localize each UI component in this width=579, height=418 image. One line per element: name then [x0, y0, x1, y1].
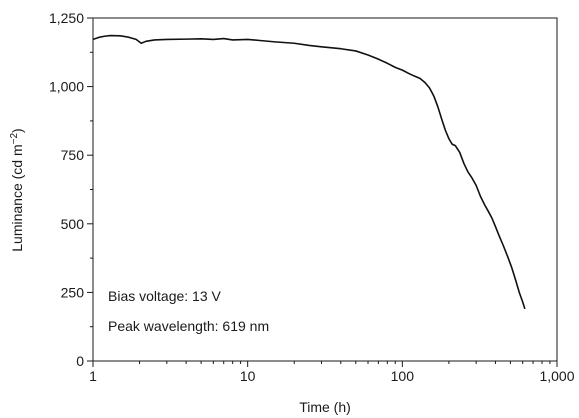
y-tick-label: 750: [61, 147, 85, 163]
x-axis-ticks: 1 10 100 1,000: [89, 361, 575, 384]
plot-frame: [92, 17, 558, 362]
annotation-peak-wavelength: Peak wavelength: 619 nm: [108, 318, 269, 334]
y-tick-label: 1,000: [49, 79, 84, 95]
y-axis-ticks: 0 250 500 750 1,000 1,250: [49, 10, 93, 369]
x-tick-label: 100: [391, 368, 415, 384]
luminance-series-line: [92, 34, 526, 310]
y-axis-label-main: Luminance (cd m: [9, 144, 25, 251]
y-tick-label: 0: [76, 353, 84, 369]
series-layer: [92, 34, 526, 310]
y-axis-label: Luminance (cd m−2): [9, 128, 25, 251]
x-tick-label: 10: [240, 368, 256, 384]
x-axis-label: Time (h): [299, 399, 351, 415]
x-tick-label: 1,000: [539, 368, 574, 384]
y-axis-label-superscript: −2: [9, 133, 20, 145]
x-tick-label: 1: [89, 368, 97, 384]
y-tick-label: 1,250: [49, 10, 84, 26]
y-tick-label: 250: [61, 284, 85, 300]
annotation-bias-voltage: Bias voltage: 13 V: [108, 288, 222, 304]
y-axis-label-end: ): [9, 128, 25, 133]
y-tick-label: 500: [61, 216, 85, 232]
